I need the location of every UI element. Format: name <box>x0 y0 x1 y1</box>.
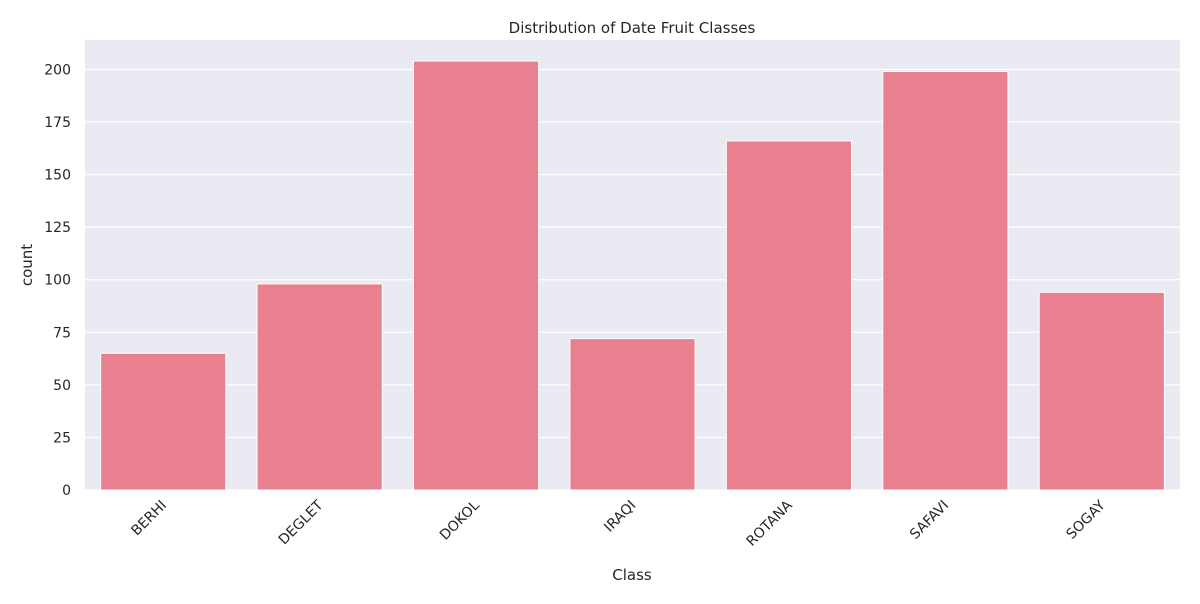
y-tick-label: 175 <box>44 115 71 131</box>
y-axis-label: count <box>18 244 36 286</box>
chart-title: Distribution of Date Fruit Classes <box>509 19 756 37</box>
y-tick-label: 50 <box>53 378 71 394</box>
y-tick-label: 25 <box>53 430 71 446</box>
x-tick-label: BERHI <box>128 498 170 540</box>
y-axis-ticks: 0 25 50 75 100 125 150 175 200 <box>44 62 71 499</box>
x-tick-label: IRAQI <box>601 498 639 536</box>
x-tick-label: DEGLET <box>276 497 327 548</box>
y-tick-label: 200 <box>44 62 71 78</box>
x-tick-label: ROTANA <box>744 497 797 550</box>
bar-iraqi <box>569 338 696 491</box>
y-tick-label: 100 <box>44 273 71 289</box>
bar-rotana <box>725 140 852 491</box>
bars <box>100 60 1165 491</box>
x-tick-label: DOKOL <box>437 497 483 543</box>
bar-safavi <box>882 71 1009 491</box>
x-axis-ticks: BERHI DEGLET DOKOL IRAQI ROTANA SAFAVI SOGAY <box>128 497 1108 550</box>
y-tick-label: 150 <box>44 168 71 184</box>
bar-dokol <box>413 60 540 491</box>
y-tick-label: 75 <box>53 325 71 341</box>
y-tick-label: 125 <box>44 220 71 236</box>
y-tick-label: 0 <box>62 483 71 499</box>
bar-sogay <box>1038 291 1165 491</box>
x-tick-label: SAFAVI <box>907 498 952 543</box>
bar-deglet <box>256 283 383 491</box>
bar-berhi <box>100 352 227 491</box>
x-tick-label: SOGAY <box>1064 497 1109 542</box>
x-axis-label: Class <box>612 566 652 584</box>
